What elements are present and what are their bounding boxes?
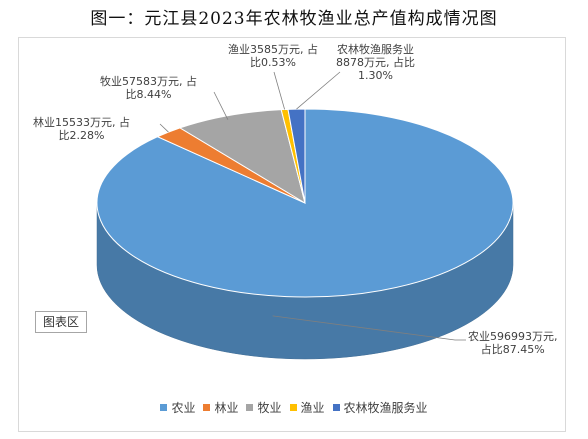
legend-item-2[interactable]: 牧业 <box>246 399 282 416</box>
legend-label-1: 林业 <box>214 401 239 415</box>
data-label-3: 渔业3585万元, 占比0.53% <box>228 43 318 69</box>
data-label-2: 牧业57583万元, 占比8.44% <box>100 75 197 101</box>
leader-line-2 <box>213 91 229 120</box>
pie-slice-2[interactable] <box>178 109 306 205</box>
leader-lines <box>159 71 466 341</box>
legend-item-1[interactable]: 林业 <box>203 399 238 416</box>
legend-label-3: 渔业 <box>300 401 325 415</box>
leader-line-4 <box>296 71 341 110</box>
data-label-4-line-3: 1.30% <box>358 69 393 82</box>
legend-swatch-4 <box>332 404 340 411</box>
legend: 农业 林业 牧业 渔业 农林牧渔服务业 <box>0 399 588 416</box>
pie-slice-4[interactable] <box>287 108 306 204</box>
data-label-3-line-2: 比0.53% <box>250 56 296 69</box>
legend-label-0: 农业 <box>171 401 196 415</box>
data-label-0-line-2: 占比87.45% <box>480 343 545 356</box>
data-label-1-line-2: 比2.28% <box>58 129 105 142</box>
legend-item-0[interactable]: 农业 <box>160 399 195 416</box>
data-label-4: 农林牧渔服务业 8878万元, 占比 1.30% <box>336 43 415 82</box>
pie-slices <box>96 108 514 298</box>
legend-swatch-1 <box>203 404 211 411</box>
data-label-1: 林业15533万元, 占比2.28% <box>33 116 130 142</box>
legend-label-4: 农林牧渔服务业 <box>343 401 428 415</box>
data-label-0-line-1: 农业596993万元, <box>468 330 558 343</box>
data-label-1-line-1: 林业15533万元, 占 <box>33 116 130 129</box>
legend-swatch-3 <box>289 404 297 411</box>
legend-label-2: 牧业 <box>257 401 282 415</box>
data-label-2-line-1: 牧业57583万元, 占 <box>100 75 197 88</box>
data-label-4-line-1: 农林牧渔服务业 <box>337 43 414 56</box>
legend-swatch-2 <box>246 404 254 411</box>
leader-line-0 <box>272 315 466 341</box>
leader-line-3 <box>273 71 285 110</box>
chart-title: 图一：元江县2023年农林牧渔业总产值构成情况图 <box>90 9 498 29</box>
data-label-0: 农业596993万元, 占比87.45% <box>468 330 558 356</box>
data-label-2-line-2: 比8.44% <box>125 88 172 101</box>
legend-item-4[interactable]: 农林牧渔服务业 <box>332 399 428 416</box>
legend-item-3[interactable]: 渔业 <box>289 399 325 416</box>
data-label-4-line-2: 8878万元, 占比 <box>336 56 415 69</box>
plot-area-label[interactable]: 图表区 <box>35 311 87 333</box>
legend-swatch-0 <box>160 404 168 411</box>
leader-line-1 <box>159 123 169 133</box>
data-label-3-line-1: 渔业3585万元, 占 <box>228 43 318 56</box>
